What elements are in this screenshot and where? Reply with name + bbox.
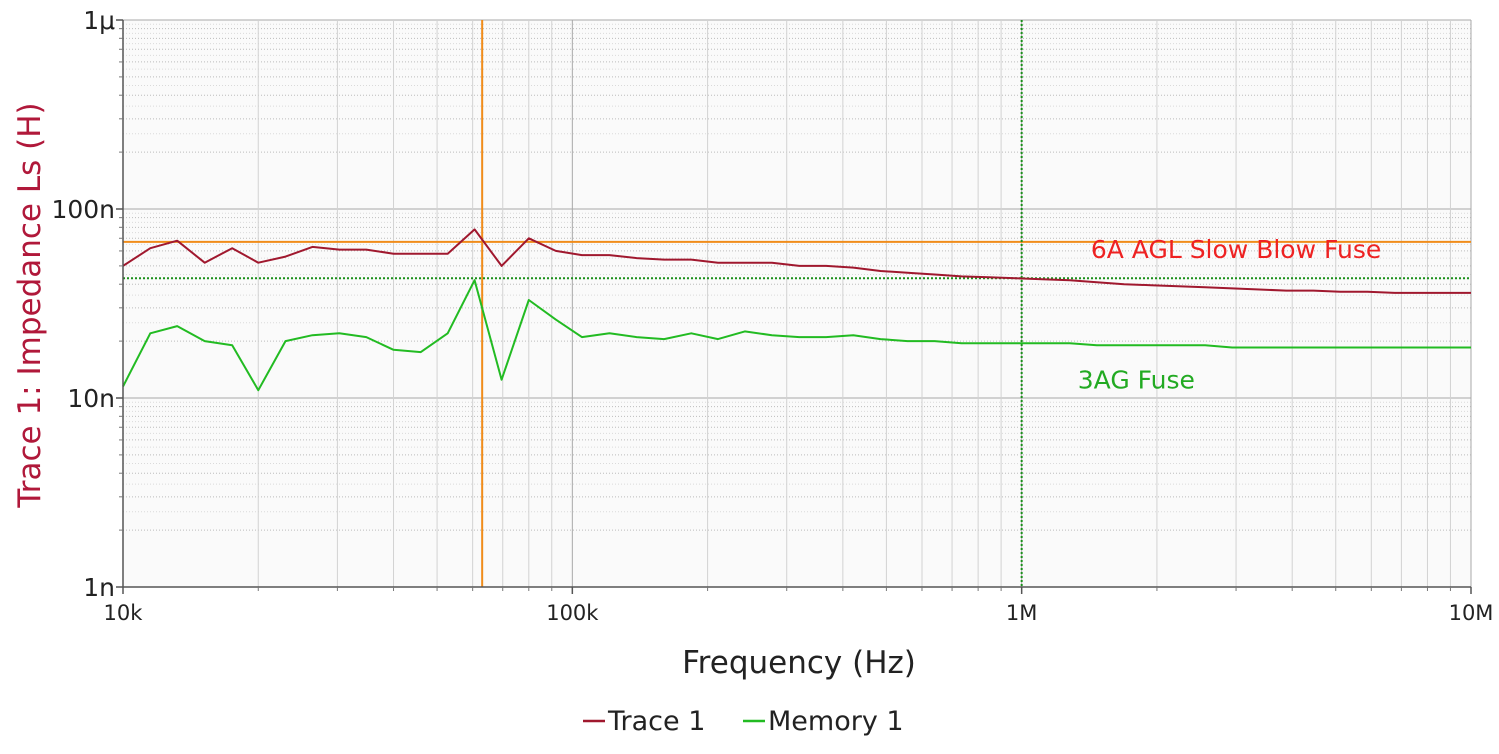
y-tick-label: 1n xyxy=(83,573,115,602)
legend-label-memory-1: Memory 1 xyxy=(768,706,904,737)
series-group xyxy=(122,228,1471,392)
annotations: 6A AGL Slow Blow Fuse 3AG Fuse xyxy=(1078,235,1381,395)
plot-area xyxy=(123,20,1471,587)
y-tick-label: 100n xyxy=(51,195,115,224)
plot-background xyxy=(123,20,1471,587)
series-line-trace-1 xyxy=(122,228,1471,294)
y-tick-label: 1μ xyxy=(83,6,115,35)
y-tick-label: 10n xyxy=(67,384,115,413)
x-tick-label: 10M xyxy=(1449,601,1494,625)
series-line-memory-1 xyxy=(122,279,1471,392)
legend-label-trace-1: Trace 1 xyxy=(607,706,705,737)
annotation-label-2: 3AG Fuse xyxy=(1078,366,1195,395)
x-tick-label: 100k xyxy=(546,601,599,625)
axes: 10k 100k 1M 10M 1n 10n 100n 1μ xyxy=(51,6,1493,625)
legend: Trace 1 Memory 1 xyxy=(583,706,904,737)
x-axis-label: Frequency (Hz) xyxy=(682,645,916,681)
annotation-label-1: 6A AGL Slow Blow Fuse xyxy=(1091,235,1381,264)
x-tick-label: 10k xyxy=(104,601,144,625)
x-tick-label: 1M xyxy=(1006,601,1037,625)
y-axis-label: Trace 1: Impedance Ls (H) xyxy=(12,102,48,508)
reference-lines xyxy=(123,20,1471,587)
